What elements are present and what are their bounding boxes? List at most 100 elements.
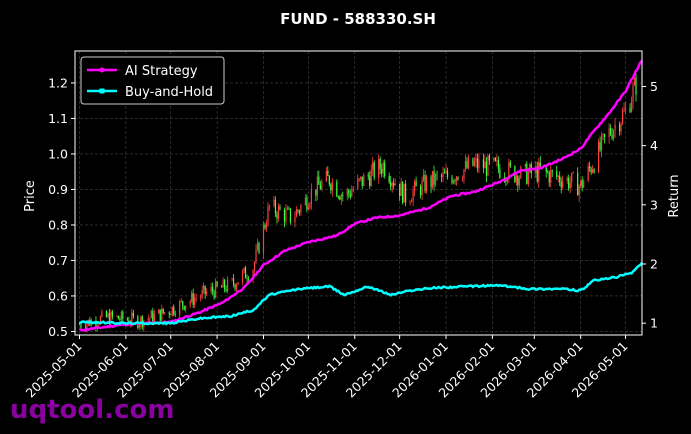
candle-body bbox=[508, 162, 510, 180]
candle-body bbox=[434, 174, 437, 185]
candle-body bbox=[237, 282, 239, 285]
candle-body bbox=[569, 182, 571, 189]
candle-body bbox=[182, 301, 184, 307]
candle-body bbox=[527, 172, 529, 184]
candle-body bbox=[361, 176, 363, 186]
legend-buyhold-label: Buy-and-Hold bbox=[125, 85, 213, 100]
candle-body bbox=[379, 158, 381, 169]
candle-body bbox=[612, 130, 615, 139]
candle-body bbox=[611, 134, 613, 139]
candle-body bbox=[402, 182, 404, 203]
legend-strategy-marker bbox=[99, 67, 105, 73]
candle-body bbox=[411, 201, 413, 203]
candle-body bbox=[430, 176, 432, 187]
candle-body bbox=[120, 311, 122, 320]
candle-body bbox=[153, 313, 155, 322]
candle-body bbox=[357, 178, 359, 189]
chart-title: FUND - 588330.SH bbox=[280, 10, 436, 28]
candle-body bbox=[286, 208, 289, 210]
candle-body bbox=[635, 77, 637, 95]
series-lines bbox=[79, 59, 644, 332]
candle-body bbox=[222, 279, 224, 288]
candle-body bbox=[307, 207, 309, 210]
candle-body bbox=[232, 278, 235, 285]
candle-body bbox=[150, 310, 152, 318]
candle-body bbox=[321, 181, 323, 190]
candle-body bbox=[183, 306, 185, 310]
candle-body bbox=[111, 311, 114, 317]
candle-body bbox=[288, 208, 290, 210]
candle-body bbox=[189, 301, 191, 306]
candle-body bbox=[620, 123, 622, 132]
candle-body bbox=[195, 298, 197, 299]
candle-body bbox=[246, 278, 248, 280]
candle-body bbox=[393, 182, 395, 186]
candle-body bbox=[466, 161, 468, 169]
candle-body bbox=[273, 199, 275, 206]
candle-body bbox=[493, 157, 495, 161]
candle-body bbox=[162, 308, 164, 314]
y-tick-label: 0.6 bbox=[48, 288, 68, 303]
candle-body bbox=[384, 162, 386, 177]
candle-body bbox=[369, 176, 371, 187]
candle-body bbox=[551, 170, 553, 172]
candle-body bbox=[457, 176, 459, 180]
y-axis-label: Price bbox=[23, 180, 38, 212]
candle-body bbox=[442, 172, 444, 177]
candle-body bbox=[566, 177, 568, 181]
candle-body bbox=[132, 312, 134, 317]
candle-body bbox=[390, 182, 392, 187]
candle-body bbox=[433, 171, 435, 185]
candle-body bbox=[276, 213, 278, 219]
candle-body bbox=[179, 301, 181, 316]
y-tick-label: 0.7 bbox=[48, 253, 68, 268]
candle-body bbox=[315, 189, 317, 196]
candle-body bbox=[122, 311, 124, 320]
candle-body bbox=[394, 183, 396, 186]
candle-body bbox=[346, 190, 348, 196]
candle-body bbox=[630, 101, 633, 112]
candle-body bbox=[294, 217, 296, 223]
candle-body bbox=[325, 171, 327, 182]
candle-body bbox=[409, 201, 411, 203]
candle-body bbox=[358, 178, 360, 180]
candle-body bbox=[336, 181, 338, 197]
y-tick-label: 1.2 bbox=[48, 75, 68, 90]
candle-body bbox=[378, 158, 380, 178]
candle-body bbox=[138, 325, 140, 328]
y-tick-label: 0.5 bbox=[48, 324, 68, 339]
candle-body bbox=[105, 311, 108, 317]
candle-body bbox=[363, 175, 365, 186]
candle-body bbox=[403, 183, 405, 203]
candle-body bbox=[632, 85, 634, 102]
candle-body bbox=[213, 291, 215, 298]
candle-body bbox=[485, 161, 488, 176]
y-tick-label: 1.1 bbox=[48, 111, 68, 126]
candle-body bbox=[192, 292, 194, 305]
candle-body bbox=[503, 177, 505, 179]
candle-body bbox=[487, 155, 489, 176]
candle-body bbox=[547, 171, 549, 173]
legend-strategy-label: AI Strategy bbox=[125, 64, 198, 79]
candle-body bbox=[170, 314, 172, 316]
candle-body bbox=[221, 286, 223, 288]
y2-tick-label: 5 bbox=[650, 79, 658, 94]
candle-body bbox=[268, 205, 271, 207]
candle-body bbox=[560, 182, 562, 188]
candle-body bbox=[382, 162, 384, 174]
candle-body bbox=[624, 108, 627, 110]
candle-body bbox=[331, 181, 333, 191]
candle-body bbox=[274, 199, 277, 214]
candle-body bbox=[235, 284, 238, 289]
candle-body bbox=[116, 315, 118, 317]
buy-and-hold-line bbox=[79, 261, 644, 326]
candle-body bbox=[264, 224, 266, 229]
candle-body bbox=[412, 190, 414, 202]
candle-body bbox=[422, 174, 425, 181]
candle-body bbox=[589, 166, 591, 169]
candle-body bbox=[372, 162, 374, 170]
candle-body bbox=[306, 197, 308, 210]
candle-body bbox=[454, 180, 456, 182]
candle-body bbox=[436, 174, 438, 176]
candle-body bbox=[440, 175, 443, 177]
